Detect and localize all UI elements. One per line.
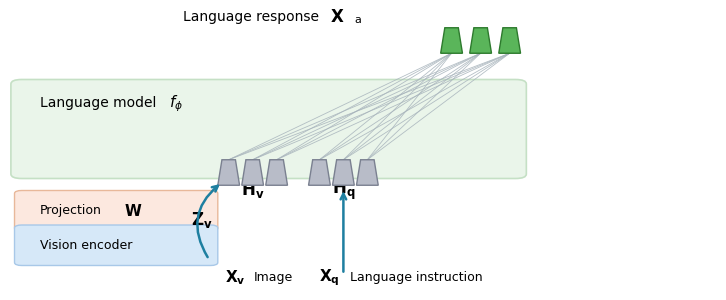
Text: a: a [354,15,361,25]
Text: $\mathbf{W}$: $\mathbf{W}$ [124,202,142,219]
Polygon shape [218,160,240,185]
Polygon shape [356,160,378,185]
Text: $\mathbf{X}_\mathbf{v}$: $\mathbf{X}_\mathbf{v}$ [225,268,245,287]
Polygon shape [309,160,330,185]
Text: Language instruction: Language instruction [350,271,483,284]
Polygon shape [333,160,354,185]
Text: Language model: Language model [40,97,156,110]
FancyBboxPatch shape [11,80,526,178]
Polygon shape [470,28,492,53]
Polygon shape [242,160,264,185]
Text: Image: Image [254,271,293,284]
Text: $\mathbf{X}_\mathbf{q}$: $\mathbf{X}_\mathbf{q}$ [319,267,340,288]
Text: Projection: Projection [40,204,102,217]
Text: Language response: Language response [184,10,319,23]
Text: $\mathbf{Z}_\mathbf{v}$: $\mathbf{Z}_\mathbf{v}$ [191,211,213,230]
Polygon shape [499,28,521,53]
FancyBboxPatch shape [15,190,218,231]
FancyBboxPatch shape [15,225,218,266]
Text: Vision encoder: Vision encoder [40,238,132,252]
Text: $\mathbf{X}$: $\mathbf{X}$ [330,8,345,26]
Polygon shape [266,160,287,185]
Text: $\mathbf{H}_\mathbf{q}$: $\mathbf{H}_\mathbf{q}$ [332,179,355,202]
Text: $f_{\phi}$: $f_{\phi}$ [169,93,183,114]
Text: $\mathbf{H}_\mathbf{v}$: $\mathbf{H}_\mathbf{v}$ [241,181,264,200]
Polygon shape [441,28,462,53]
